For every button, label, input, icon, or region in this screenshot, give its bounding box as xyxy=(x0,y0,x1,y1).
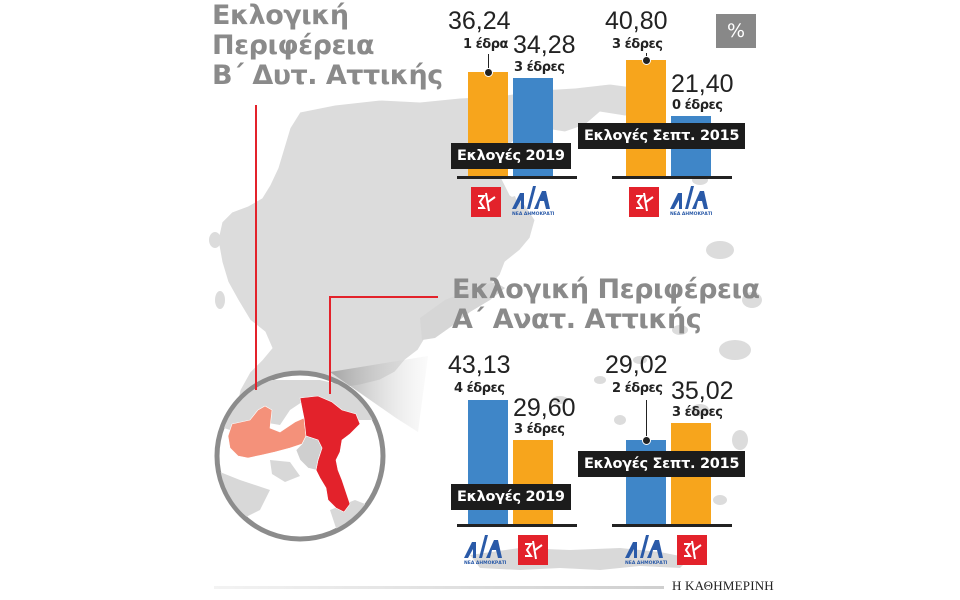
west-2019-syriza-seats: 1 έδρα xyxy=(463,37,508,52)
east-2019-syriza-bar xyxy=(513,440,553,524)
west-2015-baseline xyxy=(612,176,732,179)
east-2015-syriza-value: 35,02 xyxy=(671,377,734,405)
east-title-line-1: Εκλογική Περιφέρεια xyxy=(452,274,760,305)
west-2019-syriza-value: 36,24 xyxy=(448,7,511,35)
east-2019-nd-seats: 4 έδρες xyxy=(454,381,505,396)
west-2019-syriza-dot xyxy=(484,68,493,77)
west-2015-nd-value: 21,40 xyxy=(671,70,734,98)
svg-text:ΝΕΑ ΔΗΜΟΚΡΑΤΙΑ: ΝΕΑ ΔΗΜΟΚΡΑΤΙΑ xyxy=(464,560,506,566)
east-2015-baseline xyxy=(612,524,732,527)
east-2019-syriza-value: 29,60 xyxy=(513,394,576,422)
west-2015-syriza-bar xyxy=(626,60,666,176)
east-2015-nd-dot xyxy=(642,436,651,445)
east-2015-syriza-seats: 3 έδρες xyxy=(672,405,723,420)
west-title-line-3: Β΄ Δυτ. Αττικής xyxy=(212,60,443,91)
magnifier-cone xyxy=(330,356,428,432)
west-2019-baseline xyxy=(457,176,577,179)
west-2019-label: Εκλογές 2019 xyxy=(451,143,571,169)
west-title-line-2: Περιφέρεια xyxy=(212,30,375,61)
east-2019-syriza-seats: 3 έδρες xyxy=(514,422,565,437)
nd-logo-icon: ΝΕΑ ΔΗΜΟΚΡΑΤΙΑ xyxy=(668,183,716,217)
west-region-title: Εκλογική Περιφέρεια Β΄ Δυτ. Αττικής xyxy=(212,1,443,91)
nd-logo-icon: ΝΕΑ ΔΗΜΟΚΡΑΤΙΑ xyxy=(462,532,510,566)
east-2015-nd-seats: 2 έδρες xyxy=(612,381,663,396)
leader-line-east xyxy=(329,296,438,394)
syriza-logo-icon xyxy=(629,187,659,217)
nd-logo-icon: ΝΕΑ ΔΗΜΟΚΡΑΤΙΑ xyxy=(510,183,558,217)
svg-text:ΝΕΑ ΔΗΜΟΚΡΑΤΙΑ: ΝΕΑ ΔΗΜΟΚΡΑΤΙΑ xyxy=(670,211,712,217)
syriza-logo-icon xyxy=(518,535,548,565)
publisher-credit: Η ΚΑΘΗΜΕΡΙΝΗ xyxy=(672,578,774,593)
east-2019-nd-value: 43,13 xyxy=(448,351,511,379)
footer-rule xyxy=(214,586,664,589)
east-2019-baseline xyxy=(457,524,577,527)
east-2015-label: Εκλογές Σεπτ. 2015 xyxy=(578,451,746,477)
west-2015-label: Εκλογές Σεπτ. 2015 xyxy=(578,123,746,149)
nd-logo-icon: ΝΕΑ ΔΗΜΟΚΡΑΤΙΑ xyxy=(623,532,671,566)
west-2015-syriza-dot xyxy=(642,56,651,65)
svg-text:ΝΕΑ ΔΗΜΟΚΡΑΤΙΑ: ΝΕΑ ΔΗΜΟΚΡΑΤΙΑ xyxy=(625,560,667,566)
east-title-line-2: Α΄ Ανατ. Αττικής xyxy=(452,304,702,335)
west-2019-nd-seats: 3 έδρες xyxy=(514,60,565,75)
percent-unit-badge: % xyxy=(716,14,756,48)
west-2019-syriza-pointer xyxy=(488,54,489,72)
west-2019-nd-value: 34,28 xyxy=(513,31,576,59)
east-region-title: Εκλογική Περιφέρεια Α΄ Ανατ. Αττικής xyxy=(452,275,760,335)
west-2015-nd-seats: 0 έδρες xyxy=(672,98,723,113)
east-2015-nd-value: 29,02 xyxy=(605,351,668,379)
east-2019-label: Εκλογές 2019 xyxy=(451,484,571,510)
west-title-line-1: Εκλογική xyxy=(212,0,349,31)
syriza-logo-icon xyxy=(677,535,707,565)
syriza-logo-icon xyxy=(471,187,501,217)
east-2015-nd-pointer xyxy=(646,400,647,440)
west-2015-syriza-seats: 3 έδρες xyxy=(612,37,663,52)
west-2015-syriza-value: 40,80 xyxy=(605,7,668,35)
svg-text:ΝΕΑ ΔΗΜΟΚΡΑΤΙΑ: ΝΕΑ ΔΗΜΟΚΡΑΤΙΑ xyxy=(512,211,554,217)
